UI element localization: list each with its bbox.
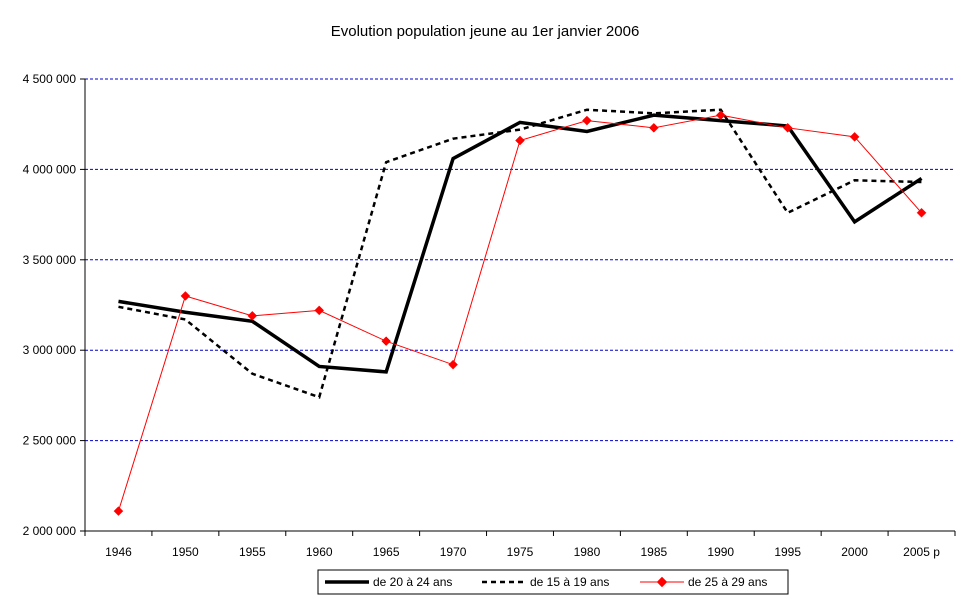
y-tick-label: 4 000 000	[23, 162, 77, 176]
series-group	[113, 108, 927, 516]
data-point	[715, 110, 726, 121]
data-point	[916, 207, 927, 218]
x-tick-label: 1960	[306, 545, 333, 559]
legend-marker	[656, 576, 668, 588]
x-tick-label: 2000	[841, 545, 868, 559]
chart-title: Evolution population jeune au 1er janvie…	[331, 23, 640, 40]
x-tick-label: 1990	[707, 545, 734, 559]
x-tick-label: 1970	[440, 545, 467, 559]
x-tick-label: 2005 p	[903, 545, 940, 559]
legend: de 20 à 24 ans de 15 à 19 ans de 25 à 29 a…	[317, 569, 789, 595]
data-point	[180, 291, 191, 301]
data-point	[113, 506, 124, 516]
data-point	[381, 336, 392, 347]
y-tick-label: 2 500 000	[23, 434, 77, 448]
y-tick-label: 3 500 000	[23, 253, 77, 267]
y-axis-ticks: 2 000 000 2 500 000 3 000 000 3 500 000 4 00…	[23, 72, 85, 538]
axes	[84, 79, 955, 532]
series-line-3	[117, 114, 922, 512]
legend-label-2: de 15 à 19 ans	[530, 575, 609, 589]
y-tick-label: 2 000 000	[23, 524, 77, 538]
data-point	[849, 132, 860, 142]
data-point	[314, 305, 325, 316]
y-tick-label: 3 000 000	[23, 343, 77, 357]
data-point	[247, 310, 258, 321]
x-tick-label: 1965	[373, 545, 400, 559]
x-tick-label: 1995	[774, 545, 801, 559]
series-line-1	[118, 113, 923, 374]
data-point	[582, 115, 592, 126]
y-tick-label: 4 500 000	[23, 72, 77, 86]
legend-label-3: de 25 à 29 ans	[688, 575, 767, 589]
x-tick-label: 1975	[507, 545, 534, 559]
x-axis-ticks: 1946 1950 1955 1960 1965 1970 1975 1980 1985 1990…	[84, 531, 956, 559]
data-point	[782, 122, 793, 133]
data-point	[448, 359, 458, 370]
x-tick-label: 1955	[239, 545, 266, 559]
x-tick-label: 1985	[640, 545, 667, 559]
x-tick-label: 1950	[172, 545, 199, 559]
x-tick-label: 1946	[105, 545, 132, 559]
data-point	[648, 122, 659, 133]
legend-label-1: de 20 à 24 ans	[373, 575, 452, 589]
gridlines	[85, 78, 955, 442]
x-tick-label: 1980	[574, 545, 601, 559]
legend-box	[317, 569, 789, 595]
series-line-2	[118, 108, 922, 399]
data-point	[515, 135, 525, 146]
